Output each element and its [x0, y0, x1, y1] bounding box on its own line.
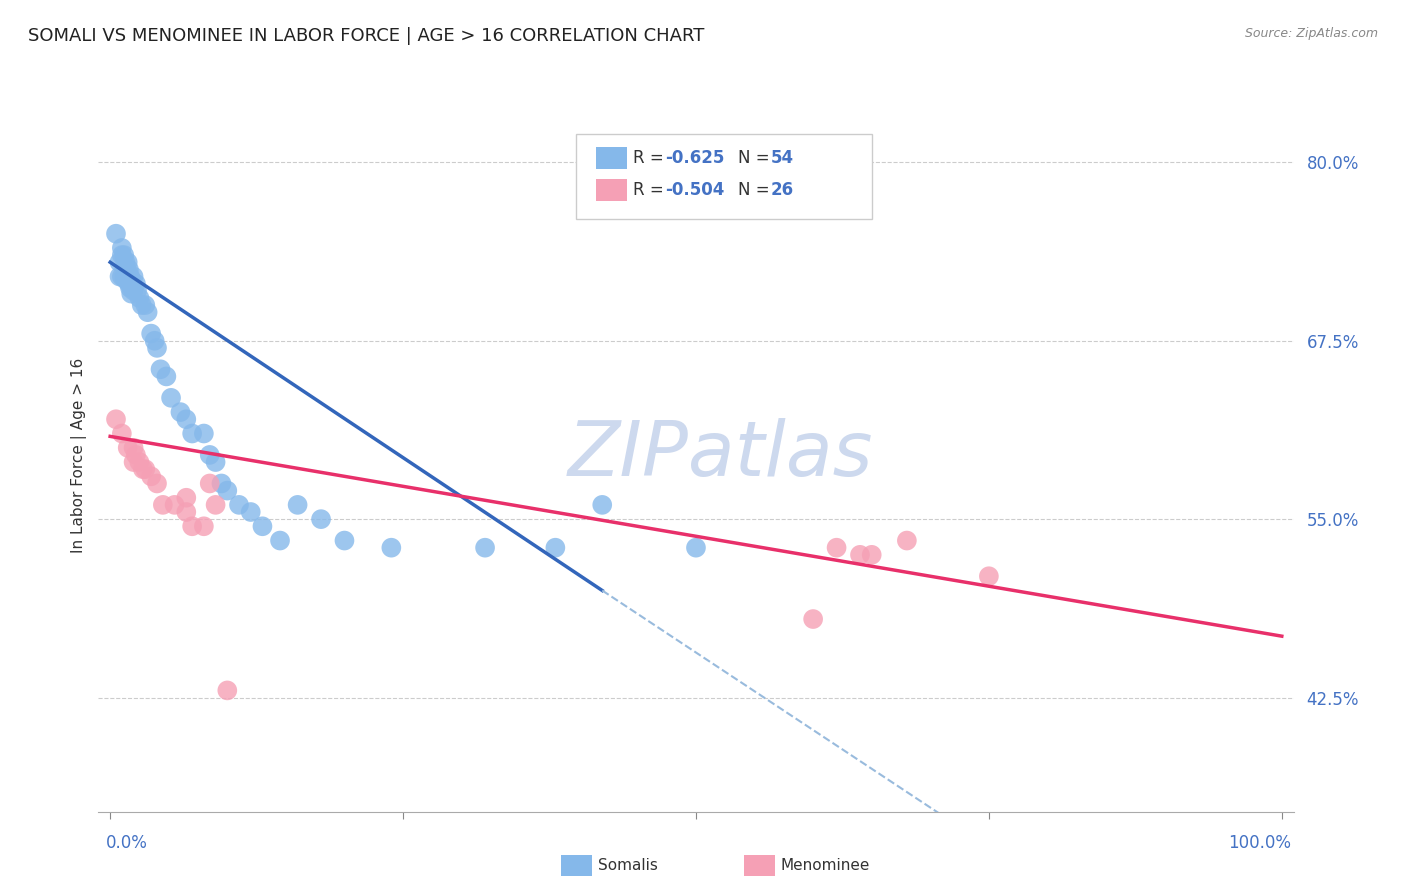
Point	[860, 548, 883, 562]
Point	[141, 326, 163, 341]
Text: 0.0%: 0.0%	[105, 834, 148, 852]
Point	[122, 441, 145, 455]
Point	[160, 391, 183, 405]
Point	[111, 241, 134, 255]
Point	[198, 476, 221, 491]
Point	[228, 498, 250, 512]
Text: 100.0%: 100.0%	[1227, 834, 1291, 852]
Text: ZIPatlas: ZIPatlas	[567, 418, 873, 491]
Point	[169, 405, 191, 419]
Text: -0.625: -0.625	[665, 149, 724, 167]
Point	[211, 476, 233, 491]
Point	[544, 541, 567, 555]
Text: 54: 54	[770, 149, 793, 167]
Point	[122, 284, 145, 298]
Point	[143, 334, 166, 348]
Text: N =: N =	[738, 181, 775, 199]
Point	[105, 227, 128, 241]
Point	[122, 269, 145, 284]
Text: -0.504: -0.504	[665, 181, 724, 199]
Point	[849, 548, 872, 562]
Point	[122, 455, 145, 469]
Point	[174, 412, 197, 426]
Point	[131, 298, 153, 312]
Point	[118, 262, 141, 277]
Point	[163, 498, 186, 512]
Point	[112, 269, 135, 284]
Point	[127, 284, 149, 298]
Point	[252, 519, 274, 533]
Point	[121, 277, 143, 291]
Point	[287, 498, 309, 512]
Point	[896, 533, 918, 548]
Point	[111, 269, 134, 284]
Point	[128, 455, 150, 469]
Point	[134, 462, 156, 476]
Point	[111, 248, 134, 262]
Point	[155, 369, 177, 384]
Text: Menominee: Menominee	[780, 858, 870, 872]
Point	[125, 448, 148, 462]
Point	[685, 541, 707, 555]
Point	[825, 541, 848, 555]
Point	[120, 272, 142, 286]
Point	[380, 541, 402, 555]
Point	[132, 462, 155, 476]
Point	[111, 426, 134, 441]
Point	[591, 498, 613, 512]
Point	[217, 483, 239, 498]
Point	[114, 272, 136, 286]
Point	[120, 281, 142, 295]
Text: R =: R =	[633, 181, 669, 199]
Point	[198, 448, 221, 462]
Point	[474, 541, 496, 555]
Point	[149, 362, 172, 376]
Point	[146, 341, 169, 355]
Point	[108, 255, 131, 269]
Point	[174, 491, 197, 505]
Text: Somalis: Somalis	[598, 858, 658, 872]
Point	[146, 476, 169, 491]
Point	[174, 505, 197, 519]
Point	[269, 533, 291, 548]
Point	[117, 441, 139, 455]
Point	[181, 519, 204, 533]
Point	[117, 269, 139, 284]
Point	[141, 469, 163, 483]
Text: N =: N =	[738, 149, 775, 167]
Point	[108, 269, 131, 284]
Point	[217, 683, 239, 698]
Point	[125, 277, 148, 291]
Point	[193, 519, 215, 533]
Y-axis label: In Labor Force | Age > 16: In Labor Force | Age > 16	[72, 358, 87, 552]
Text: SOMALI VS MENOMINEE IN LABOR FORCE | AGE > 16 CORRELATION CHART: SOMALI VS MENOMINEE IN LABOR FORCE | AGE…	[28, 27, 704, 45]
Point	[977, 569, 1000, 583]
Text: R =: R =	[633, 149, 669, 167]
Point	[117, 255, 139, 269]
Point	[204, 455, 226, 469]
Point	[152, 498, 174, 512]
Point	[801, 612, 824, 626]
Point	[114, 255, 136, 269]
Text: 26: 26	[770, 181, 793, 199]
Point	[115, 262, 138, 277]
Point	[333, 533, 356, 548]
Point	[112, 248, 135, 262]
Point	[193, 426, 215, 441]
Point	[181, 426, 204, 441]
Point	[120, 286, 142, 301]
Text: Source: ZipAtlas.com: Source: ZipAtlas.com	[1244, 27, 1378, 40]
Point	[128, 291, 150, 305]
Point	[134, 298, 156, 312]
Point	[105, 412, 128, 426]
Point	[118, 277, 141, 291]
Point	[204, 498, 226, 512]
Point	[136, 305, 159, 319]
Point	[309, 512, 332, 526]
Point	[120, 269, 142, 284]
Point	[239, 505, 262, 519]
